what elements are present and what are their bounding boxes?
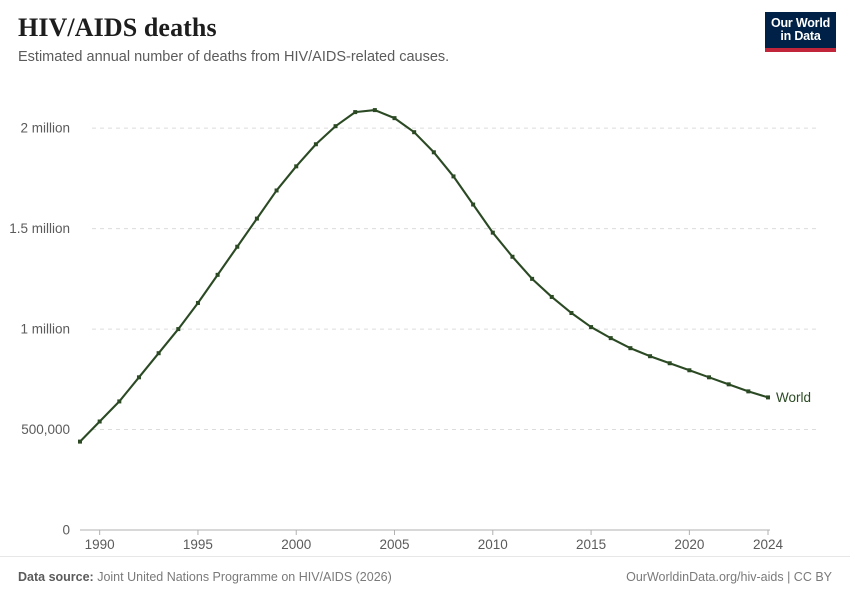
data-point-marker[interactable] [294,164,299,169]
data-point-marker[interactable] [215,272,220,277]
data-point-marker[interactable] [136,375,141,380]
y-tick-label: 500,000 [21,422,70,437]
data-point-marker[interactable] [510,254,515,259]
data-point-marker[interactable] [372,108,377,113]
data-point-marker[interactable] [549,294,554,299]
data-point-marker[interactable] [254,216,259,221]
page-title: HIV/AIDS deaths [18,13,217,42]
data-point-marker[interactable] [156,351,161,356]
x-tick-label: 2005 [379,537,409,552]
chart-footer: Data source: Joint United Nations Progra… [0,556,850,600]
x-tick-label: 2024 [753,537,784,552]
x-tick-label: 2010 [478,537,508,552]
x-tick-label: 2020 [674,537,704,552]
x-axis-tick-labels: 1990 1995 2000 2005 2010 2015 2020 2024 [85,537,784,552]
y-axis-tick-labels: 0 500,000 1 million 1.5 million 2 million [9,121,70,538]
x-tick-label: 1995 [183,537,213,552]
data-point-marker[interactable] [628,346,633,351]
logo-line-2: in Data [780,29,821,43]
data-point-marker[interactable] [471,202,476,207]
data-point-marker[interactable] [608,336,613,341]
y-tick-label: 1 million [20,322,70,337]
data-point-marker[interactable] [176,327,181,332]
x-tick-label: 2000 [281,537,311,552]
data-point-marker[interactable] [687,368,692,373]
data-point-marker[interactable] [392,116,397,121]
data-point-marker[interactable] [707,375,712,380]
data-point-marker[interactable] [353,110,358,115]
our-world-in-data-logo[interactable]: Our World in Data [765,12,836,52]
y-tick-label: 1.5 million [9,221,70,236]
data-point-marker[interactable] [726,382,731,387]
data-point-marker[interactable] [274,188,279,193]
data-point-marker[interactable] [451,174,456,179]
data-point-marker[interactable] [117,399,122,404]
chart-header: HIV/AIDS deaths Estimated annual number … [18,12,748,67]
data-point-marker[interactable] [235,244,240,249]
data-point-marker[interactable] [78,439,82,444]
series-line[interactable] [78,109,770,443]
x-tick-label: 2015 [576,537,606,552]
data-point-marker[interactable] [589,325,594,330]
x-axis [80,529,770,535]
x-tick-label: 1990 [85,537,115,552]
data-point-marker[interactable] [766,395,770,400]
data-point-marker[interactable] [490,230,495,235]
y-tick-label: 2 million [20,121,70,136]
y-tick-label: 0 [62,523,70,538]
data-point-marker[interactable] [648,354,653,359]
data-point-marker[interactable] [431,150,436,155]
data-point-marker[interactable] [569,311,574,316]
chart-subtitle: Estimated annual number of deaths from H… [18,49,450,65]
plot-area[interactable]: 0 500,000 1 million 1.5 million 2 million 19… [0,0,850,560]
series-end-label-world[interactable]: World [776,390,811,405]
line-chart-svg: 0 500,000 1 million 1.5 million 2 million 19… [9,108,818,552]
data-point-marker[interactable] [333,124,338,129]
data-point-marker[interactable] [195,300,200,305]
data-point-marker[interactable] [97,419,102,424]
data-source-text: Joint United Nations Programme on HIV/AI… [93,570,392,584]
data-point-marker[interactable] [530,276,535,281]
data-source-label: Data source: [18,570,94,584]
data-point-marker[interactable] [746,389,751,394]
logo-line-1: Our World [770,16,831,30]
series-markers-world[interactable] [78,108,770,444]
data-point-marker[interactable] [313,142,318,147]
license-link[interactable]: OurWorldinData.org/hiv-aids | CC BY [626,570,832,584]
data-source: Data source: Joint United Nations Progra… [18,570,392,584]
gridlines [92,127,818,431]
data-point-marker[interactable] [412,130,417,135]
series-line-world[interactable] [78,109,770,443]
series-label[interactable]: World [776,390,811,405]
data-point-marker[interactable] [667,361,672,366]
